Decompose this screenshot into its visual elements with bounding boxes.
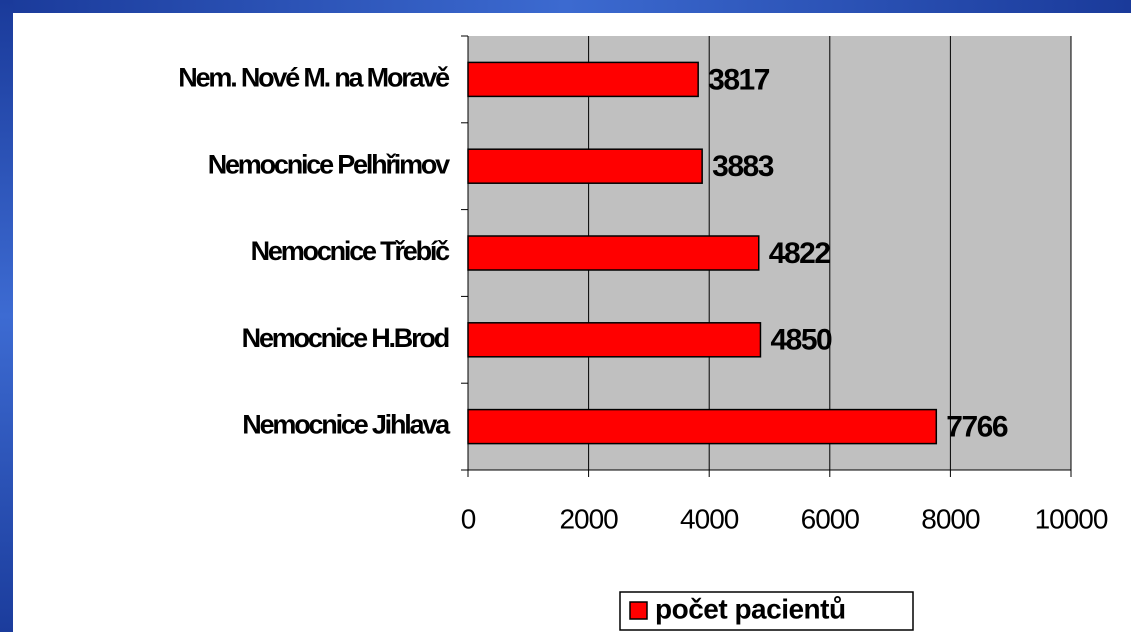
legend-label: počet pacientů (655, 593, 846, 624)
category-label: Nemocnice H.Brod (242, 323, 449, 353)
data-label: 7766 (946, 411, 1008, 444)
legend-swatch (629, 601, 648, 620)
data-label: 3883 (712, 150, 774, 183)
frame-top (0, 0, 1131, 13)
category-label: Nemocnice Třebíč (251, 236, 451, 266)
x-tick-label: 2000 (559, 503, 618, 534)
bar (467, 235, 760, 271)
data-label: 3817 (708, 63, 770, 96)
x-tick-label: 6000 (801, 503, 860, 534)
x-tick-label: 10000 (1035, 503, 1108, 534)
x-tick-label: 8000 (921, 503, 980, 534)
bar (467, 322, 762, 358)
x-tick-label: 4000 (680, 503, 739, 534)
data-label: 4850 (770, 324, 832, 357)
frame-left (0, 0, 13, 632)
x-tick-label: 0 (461, 503, 476, 534)
category-label: Nemocnice Jihlava (242, 410, 451, 440)
bar (467, 61, 699, 98)
bar (467, 148, 703, 184)
data-label: 4822 (769, 237, 831, 270)
category-label: Nemocnice Pelhřimov (208, 149, 450, 179)
legend-box (619, 591, 914, 631)
bar (467, 408, 938, 445)
category-label: Nem. Nové M. na Moravě (178, 63, 450, 93)
